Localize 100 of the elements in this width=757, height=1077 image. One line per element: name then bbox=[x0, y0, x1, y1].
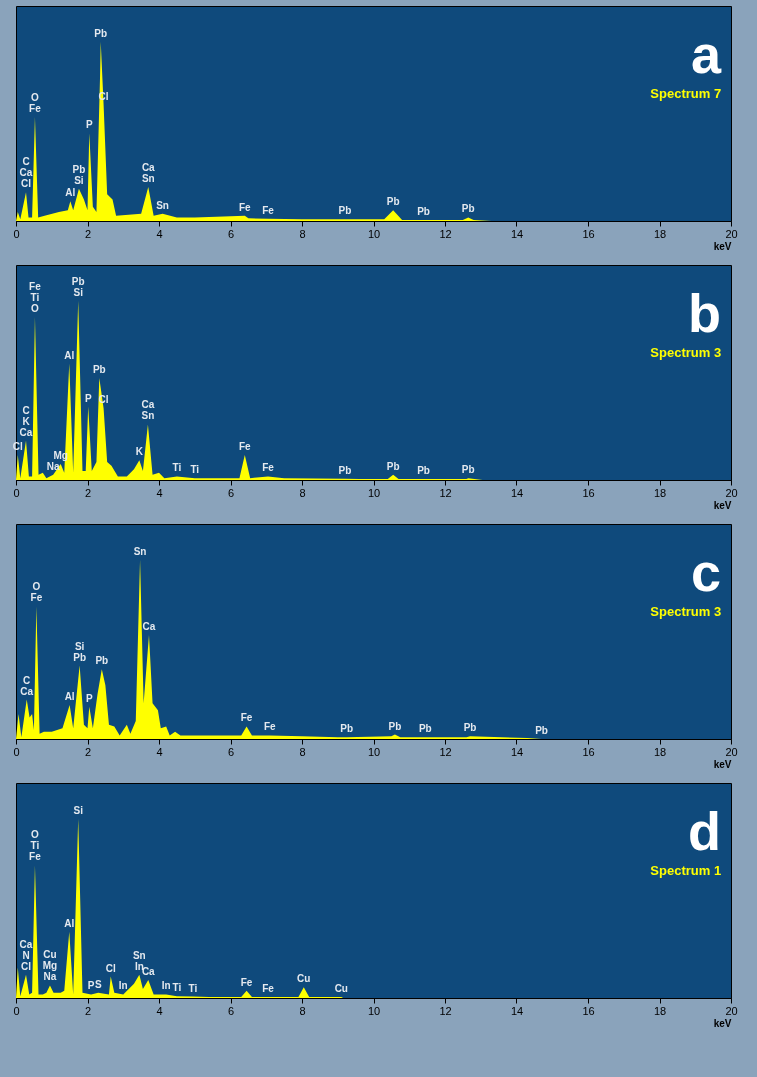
annotation: Pb bbox=[388, 720, 402, 732]
x-tick-label: 8 bbox=[299, 1004, 306, 1017]
annotation: Cl bbox=[105, 962, 116, 974]
chart-title: a bbox=[691, 24, 723, 84]
x-tick-label: 16 bbox=[582, 745, 595, 758]
annotation: In bbox=[161, 980, 171, 992]
x-tick-label: 10 bbox=[367, 486, 381, 499]
annotation: Ca bbox=[19, 938, 33, 950]
annotation: Ti bbox=[172, 982, 182, 994]
x-tick-label: 20 bbox=[725, 745, 738, 758]
x-tick-label: 16 bbox=[582, 1004, 595, 1017]
annotation: Al bbox=[64, 917, 75, 929]
x-tick-label: 16 bbox=[582, 227, 595, 240]
x-tick-label: 20 bbox=[725, 486, 738, 499]
annotation: Fe bbox=[29, 280, 42, 292]
x-tick-label: 14 bbox=[510, 745, 524, 758]
x-tick-label: 10 bbox=[367, 745, 381, 758]
annotation: Al bbox=[64, 349, 75, 361]
x-axis-title: keV bbox=[713, 499, 732, 511]
annotation: Sn bbox=[133, 545, 147, 557]
annotation: Pb bbox=[73, 651, 87, 663]
x-tick-label: 18 bbox=[653, 745, 667, 758]
annotation: Ca bbox=[142, 621, 156, 633]
x-tick-label: 14 bbox=[510, 486, 524, 499]
annotation: In bbox=[118, 980, 128, 992]
annotation: Na bbox=[43, 971, 57, 983]
x-tick-label: 14 bbox=[510, 227, 524, 240]
annotation: O bbox=[32, 581, 41, 593]
annotation: Ti bbox=[190, 464, 200, 476]
x-tick-label: 12 bbox=[439, 1004, 452, 1017]
annotation: Fe bbox=[263, 721, 277, 733]
x-tick-label: 14 bbox=[510, 1004, 524, 1017]
x-tick-label: 8 bbox=[299, 227, 306, 240]
annotation: Fe bbox=[240, 712, 253, 724]
x-tick-label: 6 bbox=[227, 745, 235, 758]
annotation: Cl bbox=[21, 960, 32, 972]
annotation: Al bbox=[64, 690, 75, 702]
x-tick-label: 12 bbox=[439, 227, 452, 240]
annotation: Cl bbox=[21, 178, 32, 190]
annotation: Fe bbox=[262, 462, 275, 474]
annotation: Ca bbox=[20, 685, 34, 697]
annotation: Pb bbox=[71, 275, 85, 287]
annotation: Pb bbox=[94, 27, 108, 39]
annotation: Fe bbox=[30, 592, 43, 604]
annotation: Fe bbox=[240, 976, 253, 988]
x-tick-label: 6 bbox=[227, 486, 235, 499]
x-tick-label: 0 bbox=[13, 486, 20, 499]
x-axis-title: keV bbox=[713, 758, 732, 770]
annotation: Sn bbox=[141, 410, 155, 422]
x-tick-label: 6 bbox=[227, 227, 235, 240]
text: Spectrum 3 bbox=[650, 604, 722, 619]
annotation: Ti bbox=[188, 982, 198, 994]
text: Spectrum 1 bbox=[650, 863, 722, 878]
annotation: Si bbox=[73, 804, 84, 816]
annotation: Cu bbox=[43, 949, 57, 961]
x-tick-label: 12 bbox=[439, 745, 452, 758]
annotation: Pb bbox=[338, 464, 352, 476]
annotation: Pb bbox=[386, 196, 400, 208]
annotation: Pb bbox=[417, 206, 430, 218]
annotation: Sn bbox=[141, 172, 155, 184]
x-tick-label: 10 bbox=[367, 227, 381, 240]
x-tick-label: 4 bbox=[156, 227, 163, 240]
annotation: Pb bbox=[418, 723, 432, 735]
text: Spectrum 7 bbox=[650, 86, 722, 101]
annotation: Pb bbox=[535, 725, 548, 736]
x-tick-label: 20 bbox=[725, 227, 738, 240]
annotation: Fe bbox=[238, 201, 252, 213]
annotation: Fe bbox=[238, 440, 252, 452]
annotation: Fe bbox=[262, 983, 275, 995]
annotation: Pb bbox=[95, 655, 109, 667]
annotation: Pb bbox=[338, 205, 352, 217]
annotation: K bbox=[135, 446, 144, 458]
x-axis-title: keV bbox=[713, 1017, 732, 1029]
annotation: O bbox=[31, 92, 40, 104]
chart-title: d bbox=[688, 801, 722, 861]
annotation: Ca bbox=[141, 161, 156, 173]
annotation: P bbox=[85, 119, 93, 131]
x-tick-label: 2 bbox=[84, 745, 92, 758]
annotation: Cu bbox=[334, 983, 348, 995]
annotation: P bbox=[87, 980, 95, 992]
x-tick-label: 4 bbox=[156, 745, 163, 758]
annotation: C bbox=[22, 404, 30, 416]
annotation: O bbox=[31, 829, 40, 841]
x-tick-label: 2 bbox=[84, 486, 92, 499]
chart-title: c bbox=[691, 542, 722, 602]
x-tick-label: 0 bbox=[13, 1004, 20, 1017]
annotation: Fe bbox=[262, 204, 275, 216]
x-tick-label: 18 bbox=[653, 1004, 667, 1017]
x-tick-label: 4 bbox=[156, 486, 163, 499]
annotation: P bbox=[85, 692, 93, 704]
x-axis-title: keV bbox=[713, 240, 732, 252]
annotation: Si bbox=[74, 174, 84, 186]
annotation: O bbox=[31, 302, 40, 314]
annotation: Ti bbox=[172, 462, 182, 474]
annotation: Pb bbox=[340, 723, 354, 735]
x-tick-label: 4 bbox=[156, 1004, 163, 1017]
x-tick-label: 16 bbox=[582, 486, 595, 499]
annotation: Fe bbox=[29, 103, 42, 115]
annotation: Sn bbox=[156, 199, 169, 211]
annotation: Pb bbox=[463, 722, 477, 734]
